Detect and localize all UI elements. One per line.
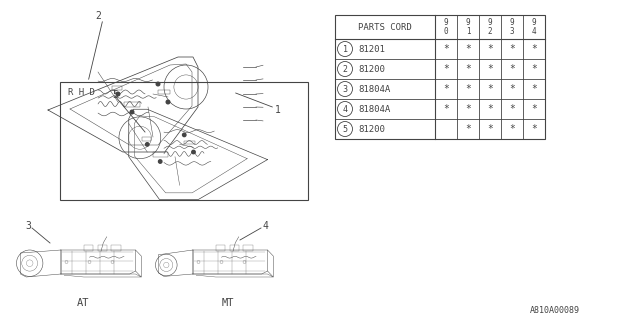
Bar [243, 245, 253, 251]
Text: *: * [465, 104, 471, 114]
Bar [60, 82, 308, 200]
Bar [124, 102, 140, 107]
Text: *: * [509, 44, 515, 54]
Text: 9
3: 9 3 [509, 18, 515, 36]
Circle shape [159, 160, 162, 163]
Text: 1: 1 [342, 44, 348, 53]
Text: *: * [465, 64, 471, 74]
Text: PARTS CORD: PARTS CORD [358, 22, 412, 31]
Text: *: * [443, 64, 449, 74]
Text: *: * [487, 64, 493, 74]
Text: 9
1: 9 1 [466, 18, 470, 36]
Text: 4: 4 [262, 221, 268, 231]
Bar [216, 245, 225, 251]
Text: *: * [531, 124, 537, 134]
Text: 81200: 81200 [358, 65, 385, 74]
Text: *: * [531, 84, 537, 94]
Bar [141, 137, 151, 140]
Bar [111, 245, 120, 251]
Text: *: * [509, 64, 515, 74]
Text: *: * [465, 84, 471, 94]
Text: R H D: R H D [68, 88, 95, 97]
Text: *: * [531, 44, 537, 54]
Text: 2: 2 [342, 65, 348, 74]
Circle shape [130, 110, 134, 114]
Bar [84, 245, 93, 251]
Text: 9
2: 9 2 [488, 18, 492, 36]
Bar [184, 140, 195, 144]
Circle shape [166, 100, 170, 104]
Text: *: * [465, 44, 471, 54]
Text: *: * [443, 104, 449, 114]
Circle shape [182, 133, 186, 137]
Bar [153, 152, 168, 157]
Circle shape [156, 82, 160, 86]
Text: *: * [531, 104, 537, 114]
Text: 3: 3 [342, 84, 348, 93]
Circle shape [116, 92, 120, 96]
Text: *: * [531, 64, 537, 74]
Text: 9
4: 9 4 [532, 18, 536, 36]
Text: *: * [509, 84, 515, 94]
Bar [335, 15, 545, 139]
Bar [230, 245, 239, 251]
Text: *: * [509, 124, 515, 134]
Text: MT: MT [221, 298, 234, 308]
Text: 1: 1 [275, 105, 281, 115]
Text: *: * [465, 124, 471, 134]
Bar [112, 86, 122, 90]
Text: 81200: 81200 [358, 124, 385, 133]
Text: 4: 4 [342, 105, 348, 114]
Text: *: * [487, 104, 493, 114]
Text: *: * [443, 44, 449, 54]
Circle shape [145, 143, 149, 146]
Text: *: * [443, 84, 449, 94]
Text: 5: 5 [112, 90, 118, 100]
Text: *: * [487, 124, 493, 134]
Text: *: * [509, 104, 515, 114]
Text: A810A00089: A810A00089 [530, 306, 580, 315]
Text: *: * [487, 84, 493, 94]
Bar [97, 245, 107, 251]
Text: 81804A: 81804A [358, 84, 390, 93]
Text: 2: 2 [95, 11, 101, 21]
Text: *: * [487, 44, 493, 54]
Bar [158, 90, 170, 94]
Text: 81201: 81201 [358, 44, 385, 53]
Text: 81804A: 81804A [358, 105, 390, 114]
Circle shape [192, 150, 195, 154]
Text: 3: 3 [25, 221, 31, 231]
Text: AT: AT [77, 298, 89, 308]
Text: 9
0: 9 0 [444, 18, 448, 36]
Text: 5: 5 [342, 124, 348, 133]
